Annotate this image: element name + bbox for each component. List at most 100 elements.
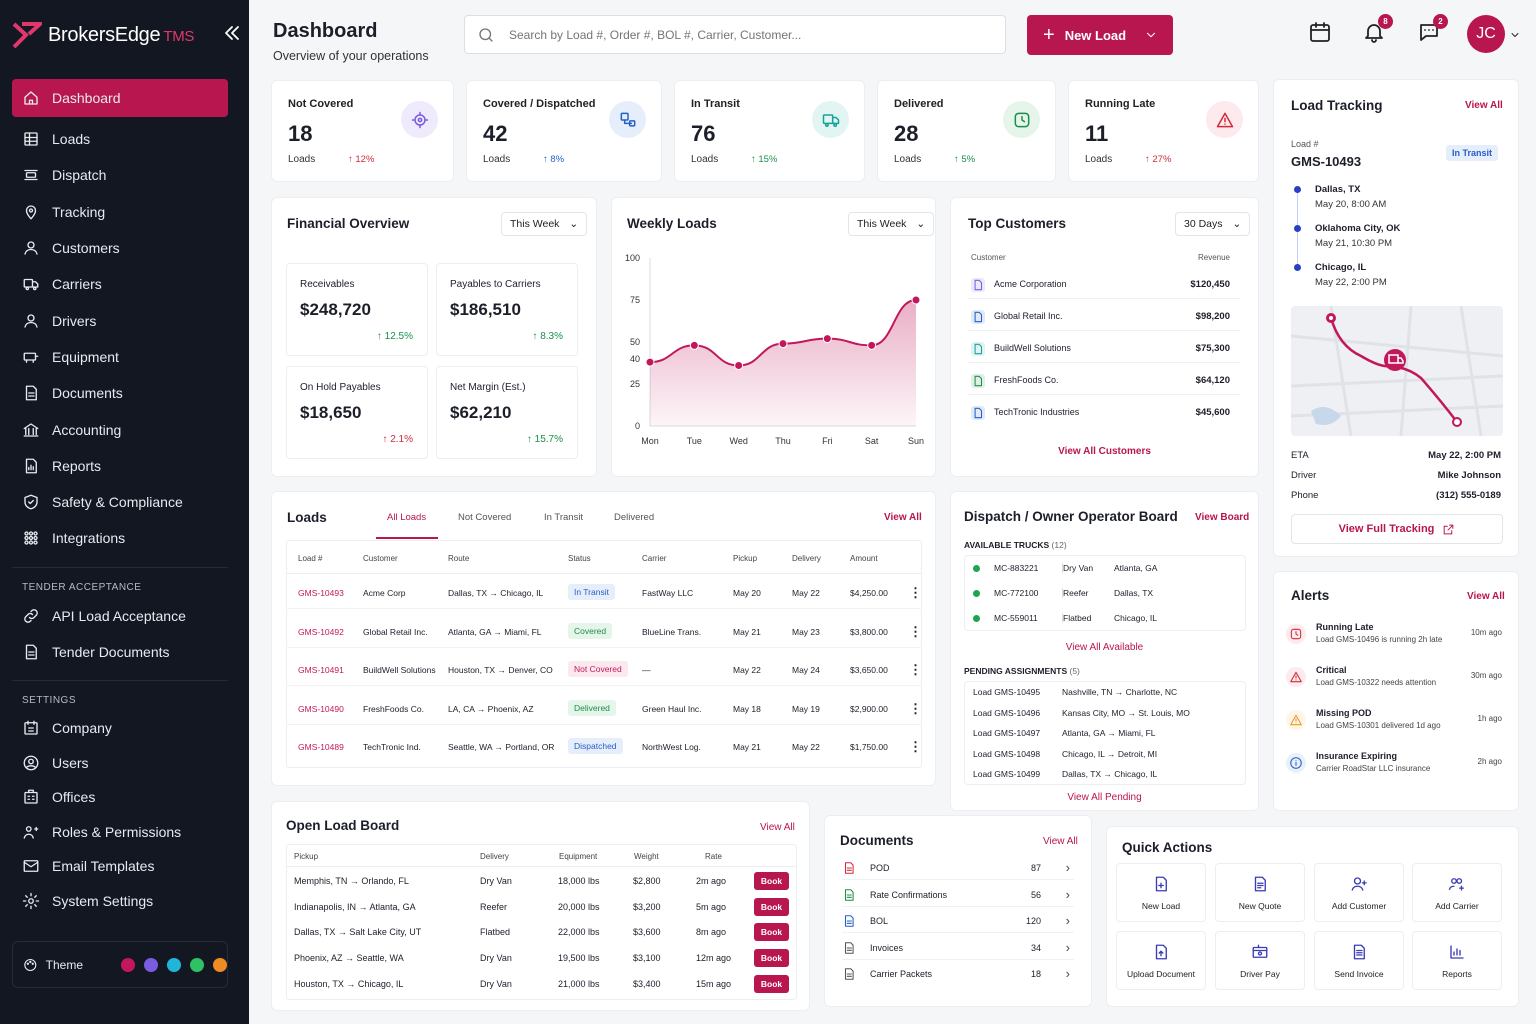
- loads-view-all-link[interactable]: View All: [884, 512, 922, 523]
- sidebar-item-reports[interactable]: Reports: [12, 448, 228, 484]
- calendar-icon[interactable]: [1308, 20, 1332, 44]
- quick-action-new-load[interactable]: New Load: [1116, 863, 1206, 922]
- sidebar-item-drivers[interactable]: Drivers: [12, 302, 228, 338]
- route-map[interactable]: [1291, 306, 1503, 436]
- theme-color-swatch[interactable]: [121, 957, 135, 972]
- notifications-icon[interactable]: 8: [1362, 14, 1393, 44]
- brand-logo[interactable]: BrokersEdge TMS: [12, 20, 194, 50]
- theme-color-swatch[interactable]: [213, 957, 227, 972]
- book-button[interactable]: Book: [754, 923, 789, 942]
- tracking-view-all-link[interactable]: View All: [1465, 100, 1503, 111]
- theme-color-swatch[interactable]: [190, 957, 204, 972]
- sidebar-item-email-templates[interactable]: Email Templates: [12, 849, 228, 884]
- quick-action-reports[interactable]: Reports: [1412, 931, 1502, 990]
- theme-color-swatch[interactable]: [144, 957, 158, 972]
- sidebar-item-accounting[interactable]: Accounting: [12, 411, 228, 447]
- sidebar-item-documents[interactable]: Documents: [12, 375, 228, 411]
- quick-action-add-customer[interactable]: Add Customer: [1314, 863, 1404, 922]
- sidebar-item-customers[interactable]: Customers: [12, 230, 228, 266]
- sidebar-item-label: Offices: [52, 789, 96, 806]
- loads-tab[interactable]: Not Covered: [458, 512, 512, 523]
- load-id[interactable]: GMS-10491: [298, 665, 344, 675]
- row-more-icon[interactable]: ⋮: [909, 739, 922, 754]
- sidebar-item-equipment[interactable]: Equipment: [12, 339, 228, 375]
- avatar[interactable]: JC: [1467, 15, 1505, 53]
- quick-action-new-quote[interactable]: New Quote: [1215, 863, 1305, 922]
- metric-change: ↑ 12.5%: [376, 331, 413, 342]
- col-revenue: Revenue: [1197, 253, 1230, 262]
- sidebar-item-system-settings[interactable]: System Settings: [12, 884, 228, 919]
- load-customer: BuildWell Solutions: [363, 665, 436, 675]
- search-box[interactable]: [464, 15, 1006, 54]
- new-load-button[interactable]: + New Load: [1027, 15, 1173, 55]
- row-more-icon[interactable]: ⋮: [909, 623, 922, 639]
- stat-card[interactable]: In Transit 76 Loads ↑ 15%: [674, 80, 865, 182]
- sidebar-item-carriers[interactable]: Carriers: [12, 266, 228, 302]
- view-all-customers-link[interactable]: View All Customers: [1058, 446, 1151, 457]
- row-more-icon[interactable]: ⋮: [909, 662, 922, 677]
- quick-action-send-invoice[interactable]: Send Invoice: [1314, 931, 1404, 990]
- sidebar-item-roles-permissions[interactable]: Roles & Permissions: [12, 815, 228, 850]
- quick-action-upload-document[interactable]: Upload Document: [1116, 931, 1206, 990]
- metric-label: On Hold Payables: [300, 382, 381, 393]
- quick-action-driver-pay[interactable]: Driver Pay: [1215, 931, 1305, 990]
- sidebar-item-users[interactable]: Users: [12, 746, 228, 781]
- weekly-range-select[interactable]: This Week ⌄: [848, 212, 935, 236]
- sidebar-item-tracking[interactable]: Tracking: [12, 194, 228, 230]
- messages-icon[interactable]: 2: [1417, 14, 1448, 44]
- stat-card[interactable]: Covered / Dispatched 42 Loads ↑ 8%: [466, 80, 662, 182]
- customer-row[interactable]: TechTronic Industries $45,600: [951, 403, 1258, 425]
- sidebar-item-dashboard[interactable]: Dashboard: [12, 79, 228, 117]
- stat-card[interactable]: Not Covered 18 Loads ↑ 12%: [271, 80, 454, 182]
- view-all-available-link[interactable]: View All Available: [1065, 642, 1144, 653]
- theme-color-swatch[interactable]: [167, 957, 181, 972]
- load-id[interactable]: GMS-10489: [298, 742, 344, 752]
- chevron-right-icon: ›: [1065, 966, 1070, 981]
- sidebar-item-api-load-acceptance[interactable]: API Load Acceptance: [12, 598, 228, 634]
- row-more-icon[interactable]: ⋮: [909, 585, 922, 600]
- sidebar-item-company[interactable]: Company: [12, 711, 228, 746]
- financial-range-select[interactable]: This Week ⌄: [501, 212, 588, 236]
- collapse-sidebar-icon[interactable]: [221, 22, 243, 44]
- sidebar-item-dispatch[interactable]: Dispatch: [12, 157, 228, 193]
- sidebar-item-label: Accounting: [52, 421, 122, 438]
- load-id[interactable]: GMS-10492: [298, 626, 344, 637]
- load-carrier: Green Haul Inc.: [642, 703, 702, 714]
- documents-view-all-link[interactable]: View All: [1043, 836, 1078, 847]
- sidebar-item-offices[interactable]: Offices: [12, 780, 228, 815]
- loads-tab[interactable]: All Loads: [387, 512, 427, 523]
- customers-range-select[interactable]: 30 Days ⌄: [1175, 212, 1251, 236]
- load-id[interactable]: GMS-10493: [298, 588, 344, 598]
- book-button[interactable]: Book: [754, 974, 789, 993]
- view-full-tracking-button[interactable]: View Full Tracking: [1291, 514, 1503, 544]
- loads-tab[interactable]: In Transit: [544, 512, 584, 523]
- sidebar-item-tender-documents[interactable]: Tender Documents: [12, 634, 228, 670]
- chevron-down-icon[interactable]: [1509, 29, 1521, 41]
- sidebar-item-safety-compliance[interactable]: Safety & Compliance: [12, 484, 228, 520]
- document-icon: [844, 915, 854, 927]
- customer-row[interactable]: BuildWell Solutions $75,300: [951, 339, 1258, 361]
- stat-card[interactable]: Delivered 28 Loads ↑ 5%: [877, 80, 1056, 182]
- search-input[interactable]: [509, 27, 969, 42]
- book-button[interactable]: Book: [754, 897, 789, 916]
- view-board-link[interactable]: View Board: [1195, 512, 1250, 523]
- loads-col-header: Pickup: [733, 554, 758, 563]
- stat-card[interactable]: Running Late 11 Loads ↑ 27%: [1068, 80, 1259, 182]
- customer-row[interactable]: FreshFoods Co. $64,120: [951, 371, 1258, 393]
- alerts-view-all-link[interactable]: View All: [1467, 591, 1505, 602]
- sidebar-item-loads[interactable]: Loads: [12, 121, 228, 157]
- board-rate: $3,200: [633, 901, 661, 912]
- row-more-icon[interactable]: ⋮: [909, 700, 922, 716]
- book-button[interactable]: Book: [754, 872, 789, 890]
- financial-metric: On Hold Payables $18,650 ↑ 2.1%: [286, 366, 428, 459]
- alert-desc: Load GMS-10496 is running 2h late: [1316, 635, 1443, 644]
- sidebar-item-integrations[interactable]: Integrations: [12, 520, 228, 556]
- board-view-all-link[interactable]: View All: [760, 822, 795, 833]
- book-button[interactable]: Book: [754, 949, 789, 968]
- quick-action-add-carrier[interactable]: Add Carrier: [1412, 863, 1502, 922]
- customer-row[interactable]: Acme Corporation $120,450: [951, 275, 1258, 297]
- view-all-pending-link[interactable]: View All Pending: [1067, 792, 1142, 803]
- load-id[interactable]: GMS-10490: [298, 703, 344, 714]
- customer-row[interactable]: Global Retail Inc. $98,200: [951, 307, 1258, 329]
- loads-tab[interactable]: Delivered: [614, 512, 655, 523]
